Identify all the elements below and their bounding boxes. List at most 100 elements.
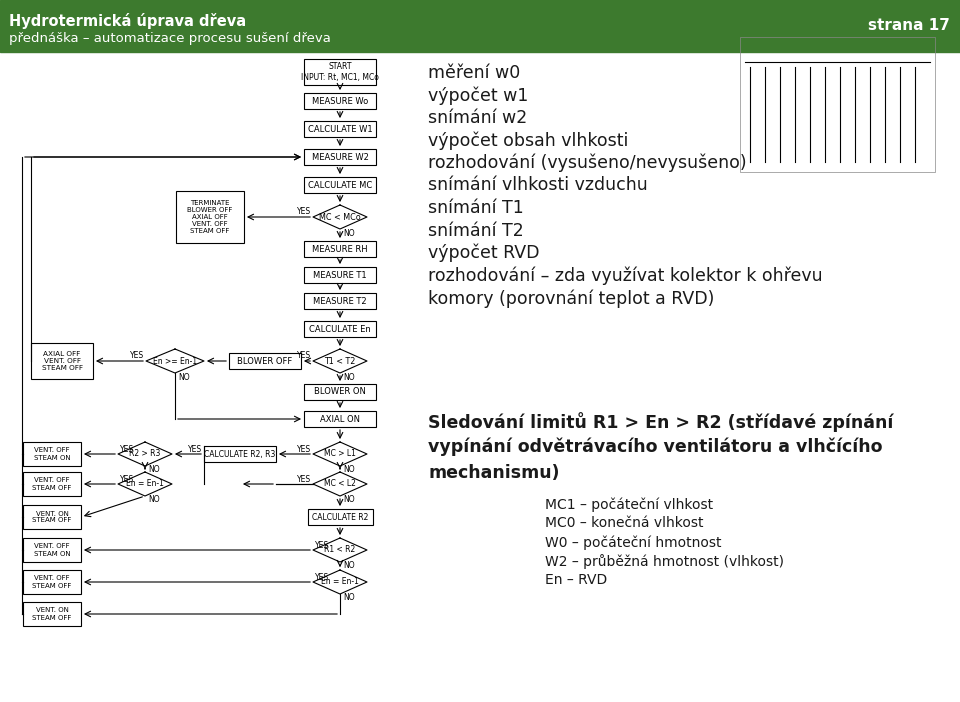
Text: MC < L2: MC < L2 (324, 479, 356, 489)
FancyBboxPatch shape (31, 343, 93, 379)
FancyBboxPatch shape (23, 538, 81, 562)
Text: VENT. ON
STEAM OFF: VENT. ON STEAM OFF (33, 510, 72, 524)
Text: BLOWER OFF: BLOWER OFF (237, 357, 293, 366)
Text: MC0 – konečná vlhkost: MC0 – konečná vlhkost (545, 516, 704, 530)
Text: YES: YES (120, 475, 134, 484)
Text: R2 > R3: R2 > R3 (130, 449, 160, 458)
Polygon shape (313, 570, 367, 594)
Text: YES: YES (297, 475, 311, 484)
Text: NO: NO (343, 465, 354, 474)
FancyBboxPatch shape (23, 472, 81, 496)
Text: NO: NO (343, 228, 354, 237)
Text: CALCULATE MC: CALCULATE MC (308, 180, 372, 190)
Polygon shape (313, 442, 367, 466)
Text: En = En-1: En = En-1 (126, 479, 164, 489)
Polygon shape (313, 349, 367, 373)
Text: snímání T1: snímání T1 (428, 199, 524, 217)
Text: MC1 – počáteční vlhkost: MC1 – počáteční vlhkost (545, 497, 713, 512)
FancyBboxPatch shape (176, 191, 244, 243)
Text: W0 – počáteční hmotnost: W0 – počáteční hmotnost (545, 535, 722, 550)
Text: CALCULATE R2, R3: CALCULATE R2, R3 (204, 449, 276, 458)
Text: MEASURE T2: MEASURE T2 (313, 296, 367, 305)
Text: strana 17: strana 17 (868, 18, 950, 34)
FancyBboxPatch shape (304, 59, 376, 85)
Text: Sledování limitů R1 > En > R2 (střídavé zpínání: Sledování limitů R1 > En > R2 (střídavé … (428, 412, 894, 432)
FancyBboxPatch shape (23, 505, 81, 529)
Text: VENT. OFF
STEAM ON: VENT. OFF STEAM ON (34, 447, 70, 461)
Text: YES: YES (315, 573, 329, 581)
Text: snímání T2: snímání T2 (428, 222, 524, 239)
Text: rozhodování – zda využívat kolektor k ohřevu: rozhodování – zda využívat kolektor k oh… (428, 267, 823, 285)
Polygon shape (313, 538, 367, 562)
Text: VENT. OFF
STEAM ON: VENT. OFF STEAM ON (34, 543, 70, 557)
Text: YES: YES (297, 352, 311, 361)
FancyBboxPatch shape (304, 411, 376, 427)
Polygon shape (146, 349, 204, 373)
Text: AXIAL OFF
VENT. OFF
STEAM OFF: AXIAL OFF VENT. OFF STEAM OFF (41, 351, 83, 371)
FancyBboxPatch shape (304, 149, 376, 165)
Text: W2 – průběžná hmotnost (vlhkost): W2 – průběžná hmotnost (vlhkost) (545, 554, 784, 569)
Polygon shape (118, 472, 172, 496)
Text: vypínání odvětrávacího ventilátoru a vlhčícího: vypínání odvětrávacího ventilátoru a vlh… (428, 438, 882, 456)
Text: YES: YES (297, 208, 311, 216)
Text: mechanismu): mechanismu) (428, 464, 560, 482)
FancyBboxPatch shape (304, 177, 376, 193)
Text: snímání w2: snímání w2 (428, 109, 527, 127)
Text: YES: YES (130, 352, 144, 361)
Bar (740, 37, 935, 172)
Text: En = En-1: En = En-1 (321, 578, 359, 586)
Text: snímání vlhkosti vzduchu: snímání vlhkosti vzduchu (428, 176, 648, 194)
Text: T1 < T2: T1 < T2 (324, 357, 356, 366)
FancyBboxPatch shape (304, 121, 376, 137)
Text: NO: NO (343, 592, 354, 602)
Text: R1 < R2: R1 < R2 (324, 545, 355, 555)
Text: NO: NO (343, 560, 354, 569)
Text: CALCULATE W1: CALCULATE W1 (308, 124, 372, 133)
Text: En >= En-1: En >= En-1 (153, 357, 197, 366)
Text: MEASURE Wo: MEASURE Wo (312, 96, 368, 105)
FancyBboxPatch shape (229, 353, 301, 369)
FancyBboxPatch shape (23, 570, 81, 594)
Text: měření w0: měření w0 (428, 64, 520, 82)
Text: MC < MCo: MC < MCo (319, 213, 361, 222)
Text: MEASURE RH: MEASURE RH (312, 244, 368, 253)
Text: VENT. OFF
STEAM OFF: VENT. OFF STEAM OFF (33, 576, 72, 588)
FancyBboxPatch shape (23, 442, 81, 466)
Text: VENT. OFF
STEAM OFF: VENT. OFF STEAM OFF (33, 477, 72, 491)
Text: BLOWER ON: BLOWER ON (314, 388, 366, 397)
FancyBboxPatch shape (304, 293, 376, 309)
FancyBboxPatch shape (23, 602, 81, 626)
Polygon shape (313, 205, 367, 229)
Text: NO: NO (343, 494, 354, 503)
Text: výpočet RVD: výpočet RVD (428, 244, 540, 263)
Text: YES: YES (297, 444, 311, 453)
FancyBboxPatch shape (304, 241, 376, 257)
Text: START
INPUT: Rt, MC1, MCo: START INPUT: Rt, MC1, MCo (301, 62, 379, 81)
FancyBboxPatch shape (307, 509, 372, 525)
Text: MEASURE W2: MEASURE W2 (312, 152, 369, 161)
Bar (0, 0, 960, 52)
Text: TERMINATE
BLOWER OFF
AXIAL OFF
VENT. OFF
STEAM OFF: TERMINATE BLOWER OFF AXIAL OFF VENT. OFF… (187, 200, 232, 234)
Polygon shape (313, 472, 367, 496)
Text: YES: YES (188, 444, 202, 453)
FancyBboxPatch shape (304, 93, 376, 109)
Text: AXIAL ON: AXIAL ON (320, 414, 360, 423)
Text: YES: YES (315, 541, 329, 550)
Text: MEASURE T1: MEASURE T1 (313, 270, 367, 279)
Text: YES: YES (120, 444, 134, 453)
FancyBboxPatch shape (204, 446, 276, 462)
Text: výpočet w1: výpočet w1 (428, 86, 528, 105)
Text: VENT. ON
STEAM OFF: VENT. ON STEAM OFF (33, 607, 72, 621)
Text: výpočet obsah vlhkosti: výpočet obsah vlhkosti (428, 131, 629, 150)
FancyBboxPatch shape (304, 267, 376, 283)
Text: rozhodování (vysušeno/nevysušeno): rozhodování (vysušeno/nevysušeno) (428, 154, 747, 173)
Text: MC > L1: MC > L1 (324, 449, 356, 458)
Polygon shape (118, 442, 172, 466)
Text: komory (porovnání teplot a RVD): komory (porovnání teplot a RVD) (428, 289, 714, 307)
Text: NO: NO (148, 494, 159, 503)
FancyBboxPatch shape (304, 321, 376, 337)
Text: CALCULATE En: CALCULATE En (309, 324, 371, 333)
Text: CALCULATE R2: CALCULATE R2 (312, 512, 369, 522)
FancyBboxPatch shape (304, 384, 376, 400)
Text: NO: NO (148, 465, 159, 474)
